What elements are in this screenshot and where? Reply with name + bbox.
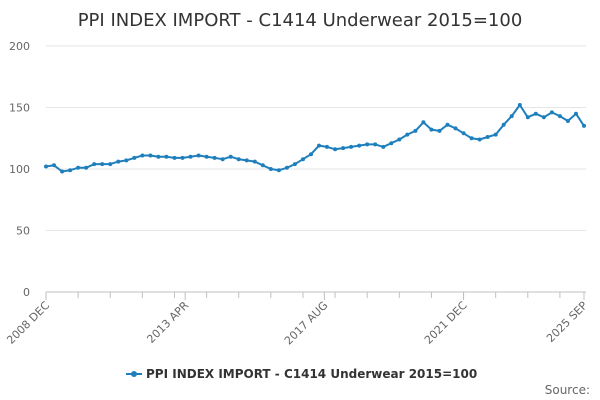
data-point[interactable] [501,122,506,127]
data-point[interactable] [84,165,89,170]
data-point[interactable] [477,137,482,142]
data-point[interactable] [116,159,121,164]
data-point[interactable] [445,122,450,127]
x-tick-label: 2025 SEP [544,299,590,345]
data-point[interactable] [212,155,217,160]
data-point[interactable] [389,141,394,146]
data-point[interactable] [220,157,225,162]
data-point[interactable] [405,132,410,137]
data-point[interactable] [156,154,161,159]
legend-marker-icon [131,371,137,377]
data-point[interactable] [541,115,546,120]
series-layer [44,103,586,174]
y-tick-label: 0 [23,286,30,299]
data-point[interactable] [437,128,442,133]
x-tick-label: 2008 DEC [4,299,52,347]
source-label: Source: [545,383,590,397]
y-tick-label: 150 [9,102,30,115]
data-point[interactable] [276,168,281,173]
data-point[interactable] [485,135,490,139]
data-point[interactable] [268,167,273,171]
data-point[interactable] [284,165,289,170]
data-point[interactable] [108,162,113,167]
x-tick-label: 2017 AUG [282,299,331,348]
data-point[interactable] [76,165,81,170]
legend[interactable]: PPI INDEX IMPORT - C1414 Underwear 2015=… [126,367,477,381]
x-tick-label: 2021 DEC [422,299,470,347]
data-point[interactable] [148,153,153,158]
x-axis: 2008 DEC 2013 APR 2017 AUG 2021 DEC 2025 SEP [4,291,590,348]
data-point[interactable] [421,120,426,125]
data-point[interactable] [52,163,56,168]
data-point[interactable] [357,143,362,148]
data-point[interactable] [509,114,514,119]
data-point[interactable] [325,144,329,149]
data-point[interactable] [533,111,538,116]
y-tick-label: 200 [9,40,30,53]
data-point[interactable] [461,131,466,136]
data-point[interactable] [373,142,378,147]
data-point[interactable] [196,153,201,158]
data-point[interactable] [413,128,418,133]
data-point[interactable] [365,142,370,147]
data-point[interactable] [164,154,169,159]
data-point[interactable] [333,147,338,152]
data-point[interactable] [309,152,313,157]
data-point[interactable] [453,126,458,131]
data-point[interactable] [188,154,193,159]
data-point[interactable] [349,144,354,149]
data-point[interactable] [525,115,530,120]
data-point[interactable] [132,155,137,160]
legend-label: PPI INDEX IMPORT - C1414 Underwear 2015=… [146,367,477,381]
data-point[interactable] [381,144,386,149]
data-point[interactable] [429,127,434,132]
data-point[interactable] [228,154,233,159]
data-point[interactable] [574,111,578,116]
y-tick-label: 100 [9,163,30,176]
data-point[interactable] [204,154,209,159]
data-point[interactable] [292,162,297,167]
data-point[interactable] [100,162,105,167]
data-point[interactable] [124,158,129,163]
data-point[interactable] [68,168,73,173]
data-point[interactable] [397,137,402,142]
data-point[interactable] [92,162,97,167]
data-point[interactable] [252,159,257,164]
data-point[interactable] [469,136,474,141]
x-tick-label: 2013 APR [144,299,191,346]
data-point[interactable] [341,146,346,151]
data-point[interactable] [44,164,48,169]
data-point[interactable] [317,143,321,148]
data-point[interactable] [565,119,570,123]
data-point[interactable] [557,114,562,119]
data-point[interactable] [244,158,249,163]
y-tick-label: 50 [16,225,30,238]
data-point[interactable] [582,123,586,128]
data-point[interactable] [236,157,241,162]
grid-lines [46,45,586,293]
y-axis: 0 50 100 150 200 [9,40,30,299]
data-point[interactable] [260,163,265,168]
data-point[interactable] [493,132,498,137]
data-point[interactable] [517,103,522,107]
data-point[interactable] [140,153,145,158]
data-point[interactable] [60,169,65,174]
data-point[interactable] [301,157,305,162]
data-point[interactable] [549,110,554,115]
data-point[interactable] [180,155,185,160]
chart-title: PPI INDEX IMPORT - C1414 Underwear 2015=… [78,10,523,31]
data-point[interactable] [172,155,177,160]
